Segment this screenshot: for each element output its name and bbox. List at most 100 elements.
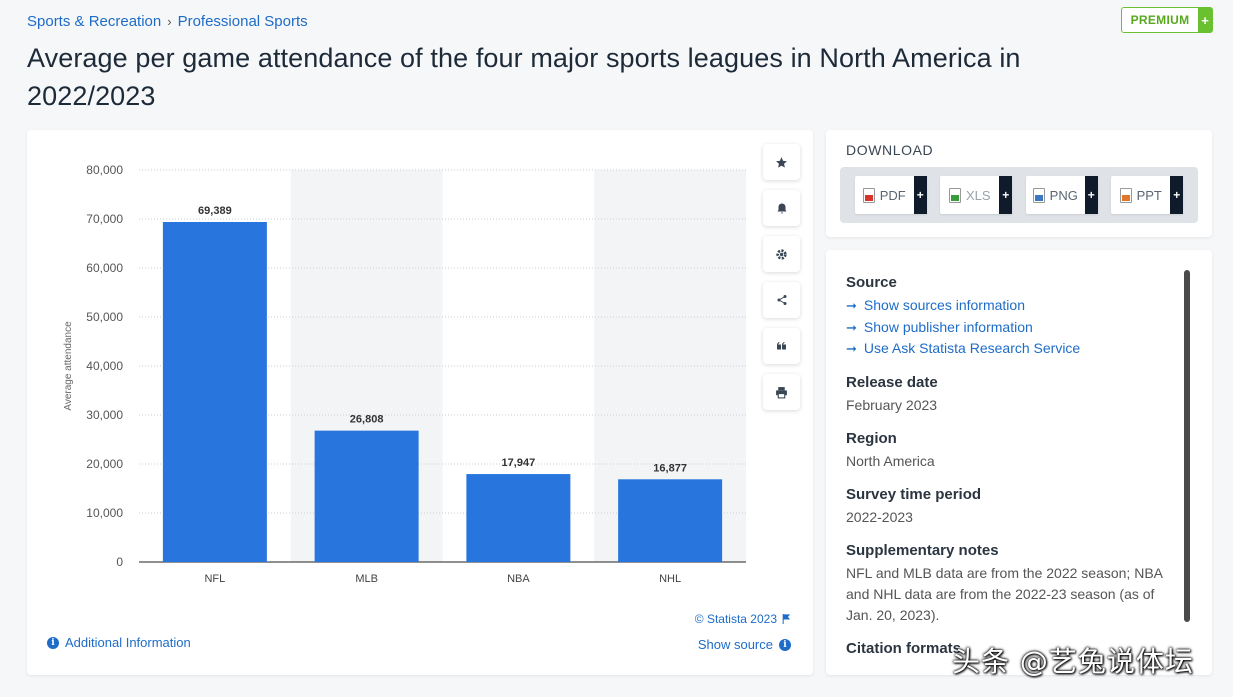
x-tick-label: NHL — [659, 573, 681, 585]
region-heading: Region — [846, 429, 897, 447]
region-value: North America — [846, 452, 935, 469]
y-tick-label: 70,000 — [86, 212, 123, 226]
download-pdf-label: PDF — [879, 187, 906, 203]
premium-plus-icon: + — [1198, 8, 1212, 32]
breadcrumb-item-sports-recreation[interactable]: Sports & Recreation — [27, 13, 162, 30]
print-icon — [776, 386, 787, 398]
arrow-right-icon: ➞ — [846, 319, 857, 335]
chart-card: 0 10,000 20,000 30,000 40,000 50,000 60,000 70,… — [27, 130, 813, 675]
download-ppt-label: PPT — [1136, 187, 1162, 203]
download-button-bar: PDF + XLS + PNG + PPT + — [840, 167, 1198, 223]
show-sources-link[interactable]: ➞ Show sources information — [846, 295, 1176, 317]
download-png-main: PNG — [1026, 176, 1085, 214]
data-label: 16,877 — [653, 462, 687, 474]
download-ppt-button[interactable]: PPT + — [1111, 176, 1184, 214]
y-tick-label: 60,000 — [86, 261, 123, 275]
additional-information-label: Additional Information — [65, 635, 191, 650]
show-source-label: Show source — [697, 637, 773, 652]
bar-chart: 0 10,000 20,000 30,000 40,000 50,000 60,000 70,… — [63, 163, 746, 585]
additional-information-link[interactable]: i Additional Information — [47, 635, 191, 650]
arrow-right-icon: ➞ — [846, 341, 857, 356]
ask-statista-link[interactable]: ➞ Use Ask Statista Research Service — [846, 338, 1176, 360]
settings-button[interactable] — [763, 236, 800, 272]
source-heading: Source — [846, 274, 897, 291]
download-title: DOWNLOAD — [846, 142, 934, 158]
arrow-right-icon: ➞ — [846, 298, 857, 313]
gear-icon — [776, 248, 787, 260]
xls-file-icon — [948, 187, 961, 203]
notification-button[interactable] — [763, 190, 800, 226]
bar-nhl — [618, 479, 723, 562]
y-tick-label: 40,000 — [86, 359, 123, 373]
bar-nba — [466, 474, 571, 562]
info-content: Source ➞ Show sources information ➞ Show p… — [846, 274, 1176, 661]
plus-icon: + — [999, 176, 1013, 214]
flag-icon — [782, 614, 791, 624]
statista-copyright[interactable]: © Statista 2023 — [695, 612, 791, 626]
supplementary-notes-heading: Supplementary notes — [846, 541, 999, 559]
show-publisher-link[interactable]: ➞ Show publisher information — [846, 317, 1176, 339]
data-label: 17,947 — [502, 457, 536, 469]
x-tick-label: MLB — [355, 573, 378, 585]
download-xls-button[interactable]: XLS + — [940, 176, 1013, 214]
download-xls-label: XLS — [965, 187, 991, 203]
page-title: Average per game attendance of the four … — [27, 43, 1021, 111]
info-scrollbar[interactable] — [1184, 270, 1190, 622]
bell-icon — [777, 203, 786, 213]
ask-statista-label: Use Ask Statista Research Service — [863, 340, 1081, 356]
bar-nfl — [162, 221, 267, 562]
download-panel: DOWNLOAD PDF + XLS + PNG + — [826, 130, 1212, 237]
citation-formats-heading: Citation formats — [846, 639, 962, 657]
ppt-file-icon — [1119, 187, 1132, 203]
info-icon: i — [779, 638, 791, 651]
plus-icon: + — [1084, 176, 1098, 214]
share-icon — [777, 295, 786, 305]
info-panel: Source ➞ Show sources information ➞ Show p… — [826, 250, 1212, 675]
download-png-label: PNG — [1049, 187, 1078, 203]
breadcrumb: Sports & Recreation › Professional Sport… — [27, 13, 308, 30]
watermark: 头条 @艺兔说体坛 — [952, 645, 1194, 678]
show-sources-label: Show sources information — [863, 297, 1025, 313]
y-axis-title: Average attendance — [63, 321, 74, 411]
download-png-button[interactable]: PNG + — [1025, 176, 1098, 214]
y-tick-label: 0 — [116, 555, 123, 569]
png-file-icon — [1032, 187, 1045, 203]
release-date-heading: Release date — [846, 373, 938, 391]
chart-toolbar — [763, 144, 800, 410]
breadcrumb-separator: › — [167, 14, 172, 29]
download-ppt-main: PPT — [1111, 176, 1170, 214]
y-tick-label: 80,000 — [86, 163, 123, 177]
supplementary-notes-value: NFL and MLB data are from the 2022 seaso… — [846, 564, 1163, 623]
print-button[interactable] — [763, 374, 800, 410]
download-pdf-button[interactable]: PDF + — [854, 176, 927, 214]
pdf-file-icon — [862, 187, 875, 203]
survey-period-heading: Survey time period — [846, 485, 982, 503]
show-publisher-label: Show publisher information — [863, 318, 1033, 335]
download-pdf-main: PDF — [855, 176, 914, 214]
bar-mlb — [314, 430, 419, 562]
premium-badge[interactable]: PREMIUM + — [1121, 7, 1213, 33]
breadcrumb-item-professional-sports[interactable]: Professional Sports — [177, 13, 308, 30]
y-tick-label: 30,000 — [86, 408, 123, 422]
info-icon: i — [47, 636, 59, 649]
data-label: 26,808 — [350, 414, 384, 426]
data-label: 69,389 — [198, 205, 232, 217]
plus-icon: + — [1170, 176, 1184, 214]
share-button[interactable] — [763, 282, 800, 318]
premium-label: PREMIUM — [1130, 13, 1190, 27]
x-tick-label: NBA — [507, 573, 530, 585]
download-xls-main: XLS — [940, 176, 999, 214]
survey-period-value: 2022-2023 — [846, 508, 913, 525]
cite-button[interactable] — [763, 328, 800, 364]
quote-icon — [776, 342, 786, 350]
y-tick-label: 10,000 — [86, 506, 123, 520]
copyright-text: © Statista 2023 — [694, 612, 777, 626]
show-source-link[interactable]: Show source i — [698, 637, 791, 652]
favorite-button[interactable] — [763, 144, 800, 180]
x-tick-label: NFL — [204, 573, 225, 585]
star-icon — [776, 156, 787, 168]
plus-icon: + — [913, 176, 927, 214]
release-date-value: February 2023 — [846, 396, 938, 413]
y-tick-label: 20,000 — [86, 457, 123, 471]
y-tick-label: 50,000 — [86, 310, 123, 324]
